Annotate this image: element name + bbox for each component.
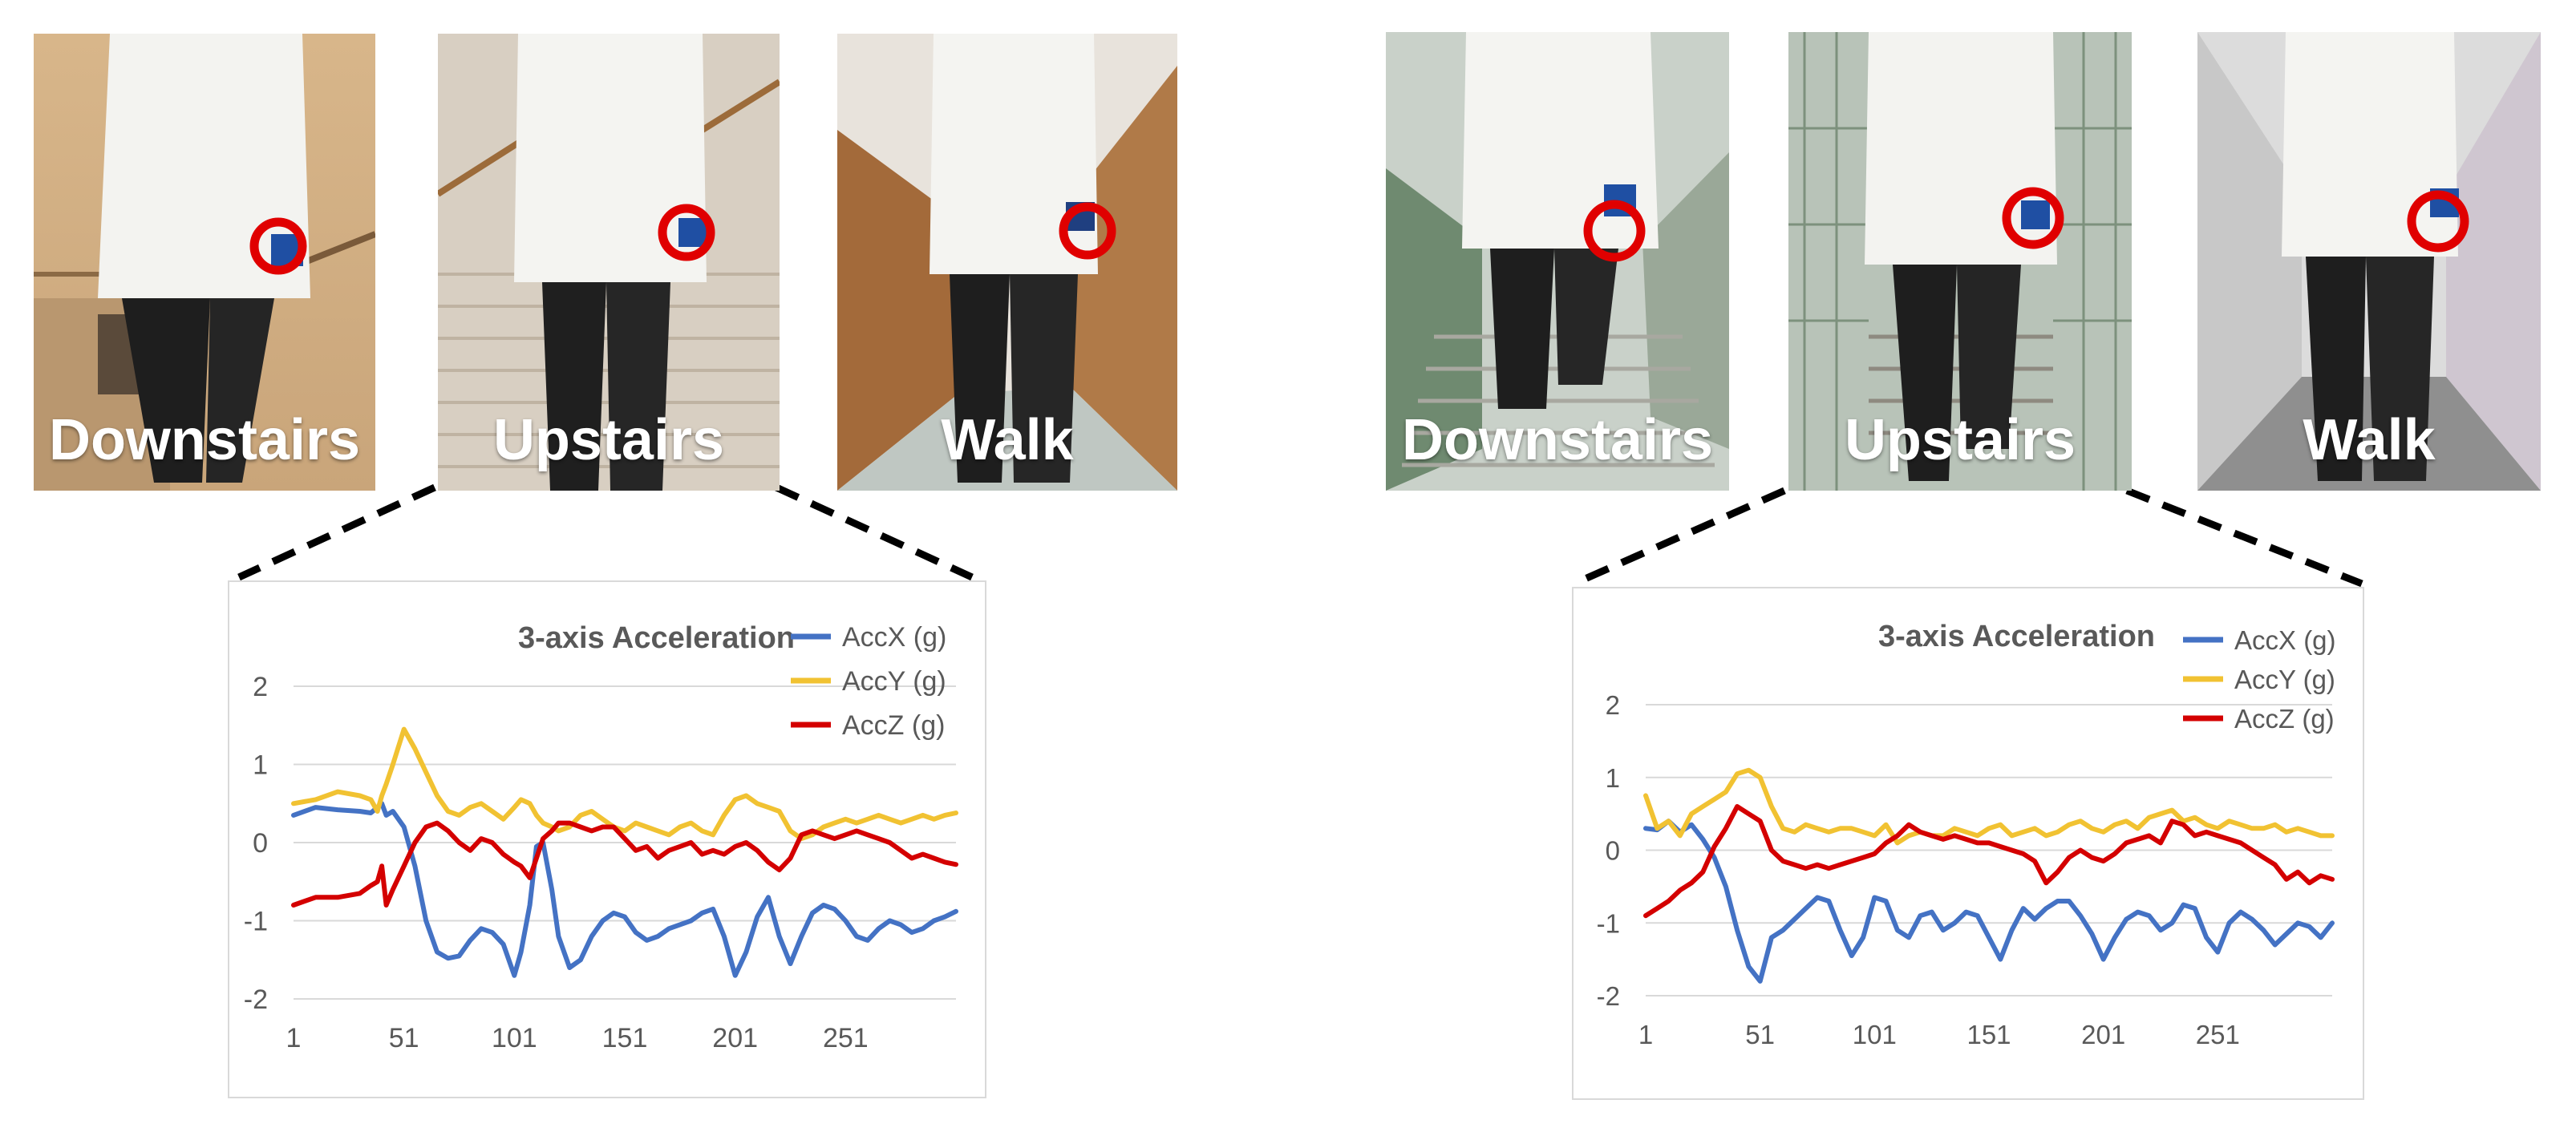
x-tick-label: 51 bbox=[389, 1023, 419, 1053]
photo-label: Walk bbox=[941, 408, 1074, 472]
connector-left-b bbox=[775, 483, 974, 581]
connector-left-a bbox=[237, 483, 436, 581]
legend-label: AccZ (g) bbox=[842, 710, 945, 741]
photo-downstairs-1: Downstairs bbox=[34, 34, 375, 491]
photo-downstairs-2: Downstairs bbox=[1386, 32, 1729, 491]
x-tick-label: 101 bbox=[1853, 1020, 1897, 1049]
wrist-marker-circle bbox=[2002, 187, 2064, 249]
chart-title: 3-axis Acceleration bbox=[518, 621, 795, 655]
series-line-accx bbox=[1643, 819, 2335, 984]
y-tick-label: 2 bbox=[253, 672, 268, 702]
y-tick-label: 0 bbox=[1606, 836, 1620, 866]
y-tick-label: 0 bbox=[253, 828, 268, 859]
photo-walk-2: Walk bbox=[2197, 32, 2541, 491]
photo-label: Walk bbox=[2303, 408, 2436, 472]
wrist-marker-circle bbox=[249, 217, 307, 275]
x-tick-label: 1 bbox=[1638, 1020, 1653, 1049]
connector-right-b bbox=[2125, 487, 2363, 588]
scene-corridor-wood bbox=[837, 34, 1177, 491]
x-tick-label: 51 bbox=[1745, 1020, 1775, 1049]
wrist-marker-circle bbox=[2407, 190, 2469, 253]
photo-label: Upstairs bbox=[492, 408, 725, 472]
photo-label: Upstairs bbox=[1844, 408, 2076, 472]
x-tick-label: 151 bbox=[602, 1023, 648, 1053]
y-tick-label: 2 bbox=[1606, 690, 1620, 720]
photo-walk-1: Walk bbox=[837, 34, 1177, 491]
x-tick-label: 251 bbox=[823, 1023, 869, 1053]
legend-label: AccY (g) bbox=[2234, 665, 2335, 694]
y-tick-label: -1 bbox=[1597, 908, 1620, 938]
x-tick-label: 201 bbox=[2081, 1020, 2125, 1049]
y-tick-label: -2 bbox=[1597, 981, 1620, 1011]
scene-stairs-down-outdoor bbox=[1386, 32, 1729, 491]
scene-stairs-up-indoor bbox=[438, 34, 780, 491]
series-line-accx bbox=[291, 801, 958, 978]
y-tick-label: -1 bbox=[244, 907, 268, 937]
series-line-accz bbox=[291, 820, 958, 908]
legend-label: AccY (g) bbox=[842, 666, 946, 697]
x-tick-label: 201 bbox=[712, 1023, 758, 1053]
x-tick-label: 1 bbox=[286, 1023, 302, 1053]
photo-upstairs-1: Upstairs bbox=[438, 34, 780, 491]
chart-title: 3-axis Acceleration bbox=[1878, 620, 2155, 653]
legend-label: AccZ (g) bbox=[2234, 704, 2335, 734]
legend-label: AccX (g) bbox=[2234, 625, 2336, 655]
y-tick-label: 1 bbox=[253, 750, 268, 781]
series-line-accy bbox=[1643, 767, 2335, 846]
photo-label: Downstairs bbox=[48, 408, 361, 472]
y-tick-label: -2 bbox=[244, 984, 268, 1015]
x-tick-label: 251 bbox=[2196, 1020, 2240, 1049]
chart-panel-2: 2 1 0 -1 -2 1 51 101 151 201 251 3-axis Acceleratio… bbox=[1572, 587, 2364, 1100]
photo-label: Downstairs bbox=[1401, 408, 1714, 472]
series-line-accz bbox=[1643, 804, 2335, 919]
x-tick-label: 101 bbox=[492, 1023, 537, 1053]
photo-upstairs-2: Upstairs bbox=[1788, 32, 2132, 491]
y-tick-label: 1 bbox=[1606, 763, 1620, 793]
wrist-marker-circle bbox=[1583, 200, 1646, 262]
legend-label: AccX (g) bbox=[842, 622, 946, 653]
chart-panel-1: 2 1 0 -1 -2 1 51 101 151 201 251 3-axis Acceleratio… bbox=[228, 580, 986, 1098]
wrist-marker-circle bbox=[1059, 202, 1116, 260]
series-line-accy bbox=[291, 726, 958, 842]
x-tick-label: 151 bbox=[1966, 1020, 2011, 1049]
scene-corridor-grey bbox=[2197, 32, 2541, 491]
connector-right-a bbox=[1580, 487, 1786, 584]
wrist-marker-circle bbox=[658, 204, 715, 261]
